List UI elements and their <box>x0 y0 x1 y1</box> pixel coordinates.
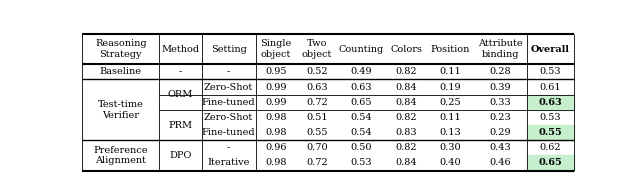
Text: 0.63: 0.63 <box>538 98 562 107</box>
Text: Attribute
binding: Attribute binding <box>477 39 522 59</box>
Text: 0.28: 0.28 <box>489 67 511 76</box>
Text: Test-time
Verifier: Test-time Verifier <box>98 100 144 120</box>
Text: Single
object: Single object <box>260 39 292 59</box>
Text: Two
object: Two object <box>301 39 332 59</box>
Text: 0.96: 0.96 <box>266 143 287 152</box>
Bar <box>527 95 573 110</box>
Text: 0.54: 0.54 <box>351 128 372 137</box>
Text: 0.51: 0.51 <box>306 113 328 122</box>
Text: 0.54: 0.54 <box>351 113 372 122</box>
Text: 0.72: 0.72 <box>306 159 328 168</box>
Text: 0.84: 0.84 <box>396 82 417 91</box>
Text: 0.98: 0.98 <box>266 113 287 122</box>
Text: 0.13: 0.13 <box>439 128 461 137</box>
Text: 0.30: 0.30 <box>439 143 461 152</box>
Text: 0.40: 0.40 <box>439 159 461 168</box>
Text: 0.53: 0.53 <box>540 113 561 122</box>
Text: 0.82: 0.82 <box>396 143 417 152</box>
Text: 0.29: 0.29 <box>489 128 511 137</box>
Text: 0.53: 0.53 <box>351 159 372 168</box>
Text: Method: Method <box>161 45 200 54</box>
Text: Counting: Counting <box>339 45 384 54</box>
Text: PRM: PRM <box>168 121 193 129</box>
Text: 0.61: 0.61 <box>540 82 561 91</box>
Text: 0.43: 0.43 <box>489 143 511 152</box>
Text: 0.84: 0.84 <box>396 98 417 107</box>
Text: 0.53: 0.53 <box>540 67 561 76</box>
Text: 0.23: 0.23 <box>489 113 511 122</box>
Text: 0.99: 0.99 <box>266 98 287 107</box>
Text: 0.65: 0.65 <box>538 159 562 168</box>
Text: 0.25: 0.25 <box>439 98 461 107</box>
Text: 0.95: 0.95 <box>266 67 287 76</box>
Text: 0.46: 0.46 <box>489 159 511 168</box>
Text: 0.82: 0.82 <box>396 67 417 76</box>
Text: 0.11: 0.11 <box>439 67 461 76</box>
Text: 0.63: 0.63 <box>306 82 328 91</box>
Text: 0.62: 0.62 <box>540 143 561 152</box>
Text: Fine-tuned: Fine-tuned <box>202 128 255 137</box>
Text: DPO: DPO <box>169 151 191 160</box>
Text: 0.83: 0.83 <box>396 128 417 137</box>
Text: 0.39: 0.39 <box>489 82 511 91</box>
Text: 0.55: 0.55 <box>538 128 562 137</box>
Text: -: - <box>179 67 182 76</box>
Text: ORM: ORM <box>168 90 193 99</box>
Text: Zero-Shot: Zero-Shot <box>204 82 253 91</box>
Text: 0.98: 0.98 <box>266 159 287 168</box>
Text: 0.55: 0.55 <box>306 128 328 137</box>
Text: Colors: Colors <box>390 45 422 54</box>
Text: 0.82: 0.82 <box>396 113 417 122</box>
Text: 0.99: 0.99 <box>266 82 287 91</box>
Text: 0.52: 0.52 <box>306 67 328 76</box>
Text: 0.72: 0.72 <box>306 98 328 107</box>
Text: 0.33: 0.33 <box>489 98 511 107</box>
Text: Preference
Alignment: Preference Alignment <box>93 146 148 165</box>
Text: Baseline: Baseline <box>100 67 142 76</box>
Text: 0.65: 0.65 <box>351 98 372 107</box>
Text: Fine-tuned: Fine-tuned <box>202 98 255 107</box>
Text: Position: Position <box>430 45 470 54</box>
Text: 0.50: 0.50 <box>351 143 372 152</box>
Text: Reasoning
Strategy: Reasoning Strategy <box>95 39 147 59</box>
Bar <box>527 155 573 171</box>
Text: -: - <box>227 143 230 152</box>
Text: Zero-Shot: Zero-Shot <box>204 113 253 122</box>
Text: 0.98: 0.98 <box>266 128 287 137</box>
Bar <box>527 125 573 140</box>
Text: 0.11: 0.11 <box>439 113 461 122</box>
Text: 0.84: 0.84 <box>396 159 417 168</box>
Text: Setting: Setting <box>211 45 246 54</box>
Text: Overall: Overall <box>531 45 570 54</box>
Text: 0.70: 0.70 <box>306 143 328 152</box>
Text: -: - <box>227 67 230 76</box>
Text: Iterative: Iterative <box>207 159 250 168</box>
Text: 0.19: 0.19 <box>439 82 461 91</box>
Text: 0.63: 0.63 <box>351 82 372 91</box>
Text: 0.49: 0.49 <box>351 67 372 76</box>
